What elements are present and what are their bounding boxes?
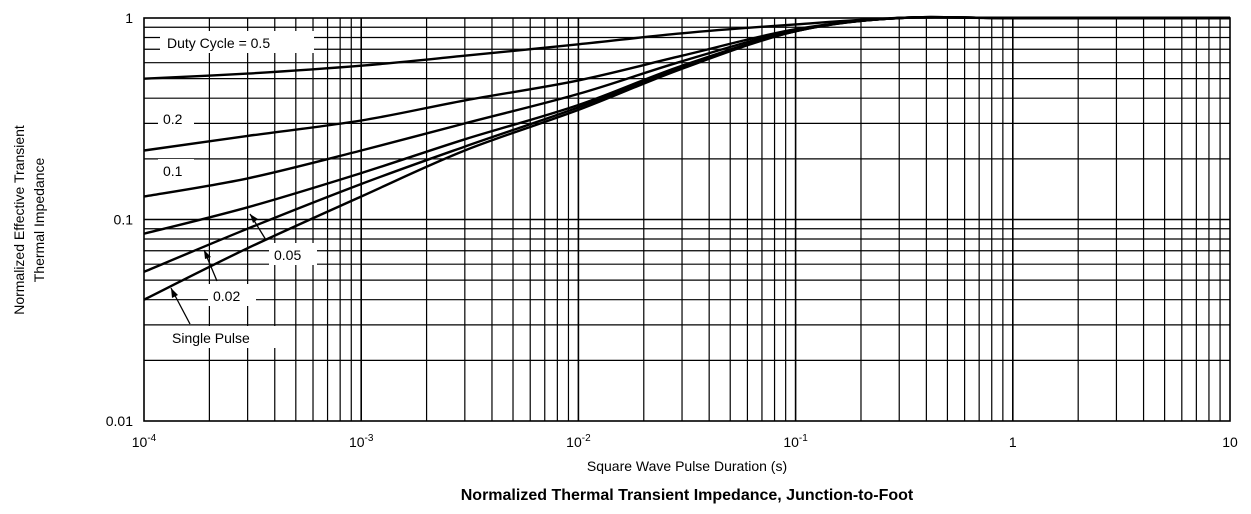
x-tick-label: 10-1 <box>783 433 808 450</box>
arrowhead-0-05 <box>250 214 258 223</box>
x-tick-label: 10 <box>1222 434 1238 450</box>
y-tick-labels: 1 0.1 0.01 <box>106 10 133 429</box>
label-bg-duty-0-5 <box>160 31 314 53</box>
label-bg-0-02 <box>208 284 256 306</box>
x-tick-labels: 10-4 10-3 10-2 10-1 1 10 <box>132 433 1238 450</box>
series-line-5 <box>143 15 1230 301</box>
plot-frame <box>143 17 1231 422</box>
arrowhead-0-02 <box>204 250 211 259</box>
chart-title: Normalized Thermal Transient Impedance, … <box>461 487 914 504</box>
x-axis-title: Square Wave Pulse Duration (s) <box>587 458 787 474</box>
x-tick-label: 1 <box>1009 434 1017 450</box>
label-0-1: 0.1 <box>163 163 183 179</box>
x-tick-label: 10-3 <box>349 433 374 450</box>
y-axis-title-line-2: Thermal Impedance <box>31 158 47 283</box>
label-bg-0-05 <box>269 243 317 265</box>
x-tick-label: 10-4 <box>132 433 157 450</box>
label-0-2: 0.2 <box>163 111 183 127</box>
label-bg-0-2 <box>158 107 194 129</box>
annotations: Duty Cycle = 0.5 0.2 0.1 0.05 0.02 Singl… <box>158 31 317 348</box>
arrowhead-single-pulse <box>171 288 178 298</box>
y-tick-label: 0.1 <box>114 212 134 228</box>
x-tick-label: 10-2 <box>566 433 591 450</box>
y-tick-label: 1 <box>125 10 133 26</box>
label-single-pulse: Single Pulse <box>172 330 250 346</box>
label-bg-0-1 <box>158 159 194 181</box>
label-0-05: 0.05 <box>274 247 301 263</box>
series-group <box>143 15 1230 301</box>
y-tick-label: 0.01 <box>106 413 133 429</box>
grid <box>144 18 1230 421</box>
label-duty-cycle-0-5: Duty Cycle = 0.5 <box>167 35 270 51</box>
y-axis-title-line-1: Normalized Effective Transient <box>11 125 27 315</box>
label-0-02: 0.02 <box>213 288 240 304</box>
label-bg-single-pulse <box>166 326 280 348</box>
